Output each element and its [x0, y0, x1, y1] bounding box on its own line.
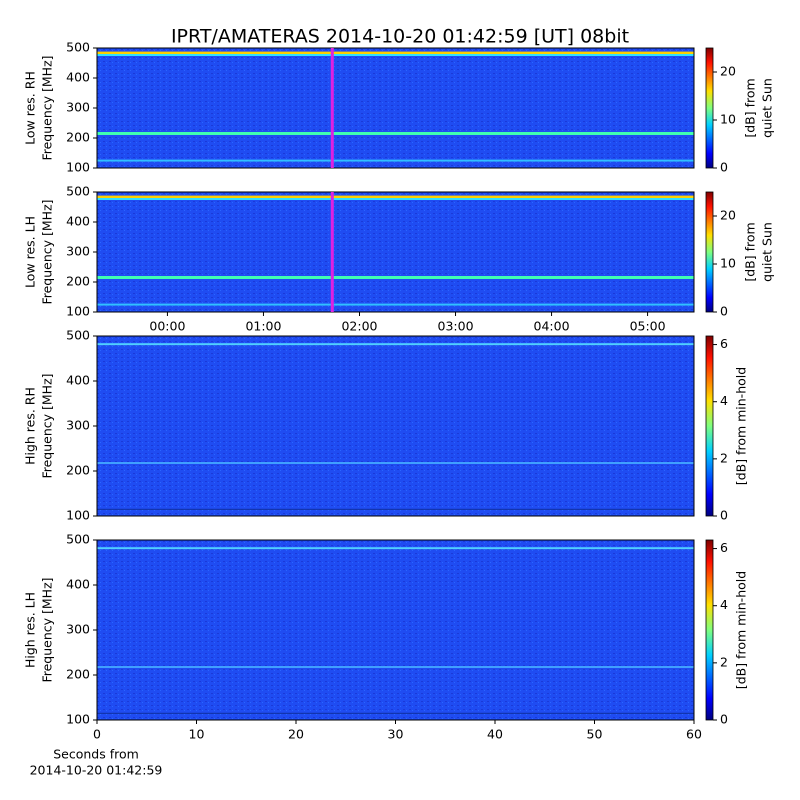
x-tick-label: 05:00 — [630, 319, 666, 334]
colorbar-label: [dB] from min-hold — [734, 571, 749, 689]
x-axis-label: 2014-10-20 01:42:59 — [30, 763, 163, 778]
colorbar — [705, 335, 714, 517]
band — [97, 666, 694, 668]
x-tick-label: 04:00 — [534, 319, 570, 334]
band — [97, 54, 694, 56]
spectrogram-image — [97, 192, 694, 312]
colorbar-tick-label: 0 — [720, 712, 728, 727]
y-tick-label: 100 — [66, 712, 90, 727]
x-tick-label: 00:00 — [149, 319, 185, 334]
colorbar-tick-label: 0 — [720, 508, 728, 523]
band — [97, 547, 694, 550]
y-tick-label: 400 — [66, 373, 90, 388]
y-tick-label: 400 — [66, 70, 90, 85]
colorbar-label: quiet Sun — [760, 222, 775, 282]
band — [97, 51, 694, 55]
band — [97, 712, 694, 714]
y-tick-label: 100 — [66, 508, 90, 523]
x-tick-label: 10 — [189, 727, 205, 742]
colorbar-tick-label: 10 — [720, 112, 736, 127]
colorbar-tick-label: 20 — [720, 208, 736, 223]
spectrogram-image — [97, 336, 694, 516]
y-tick-label: 300 — [66, 244, 90, 259]
y-tick-label: 500 — [66, 532, 90, 547]
y-tick-label: 500 — [66, 40, 90, 55]
x-tick-label: 02:00 — [341, 319, 377, 334]
y-tick-label: 300 — [66, 622, 90, 637]
colorbar-tick-label: 20 — [720, 64, 736, 79]
colorbar-label: [dB] from — [743, 222, 758, 281]
y-tick-label: 100 — [66, 304, 90, 319]
spectrogram-image — [97, 48, 694, 168]
y-tick-label: 500 — [66, 328, 90, 343]
y-axis-label: Frequency [MHz] — [40, 373, 55, 478]
x-axis-label: Seconds from — [53, 747, 139, 762]
colorbar-tick-label: 0 — [720, 160, 728, 175]
band — [97, 159, 694, 162]
y-axis-label: Frequency [MHz] — [40, 577, 55, 682]
colorbar — [705, 47, 714, 169]
band — [97, 343, 694, 346]
band — [97, 198, 694, 200]
y-tick-label: 200 — [66, 130, 90, 145]
colorbar — [705, 539, 714, 721]
y-tick-label: 200 — [66, 463, 90, 478]
y-tick-label: 400 — [66, 577, 90, 592]
title: IPRT/AMATERAS 2014-10-20 01:42:59 [UT] 0… — [171, 26, 629, 48]
x-tick-label: 50 — [587, 727, 603, 742]
colorbar — [705, 191, 714, 313]
y-tick-label: 500 — [66, 184, 90, 199]
band — [97, 462, 694, 464]
colorbar-tick-label: 2 — [720, 450, 728, 465]
y-axis-label: Frequency [MHz] — [40, 199, 55, 304]
x-tick-label: 40 — [487, 727, 503, 742]
x-tick-label: 30 — [388, 727, 404, 742]
y-axis-label: High res. RH — [23, 387, 38, 465]
x-tick-label: 01:00 — [245, 319, 281, 334]
colorbar-tick-label: 6 — [720, 540, 728, 555]
y-tick-label: 400 — [66, 214, 90, 229]
y-tick-label: 100 — [66, 160, 90, 175]
y-tick-label: 300 — [66, 100, 90, 115]
colorbar-label: quiet Sun — [760, 78, 775, 138]
band — [97, 276, 694, 279]
y-axis-label: Frequency [MHz] — [40, 55, 55, 160]
band — [97, 195, 694, 199]
band — [97, 132, 694, 135]
y-axis-label: Low res. LH — [23, 216, 38, 288]
y-axis-label: High res. LH — [23, 592, 38, 668]
y-tick-label: 200 — [66, 667, 90, 682]
spectrogram-image — [97, 540, 694, 720]
colorbar-tick-label: 0 — [720, 304, 728, 319]
x-tick-label: 03:00 — [438, 319, 474, 334]
colorbar-tick-label: 6 — [720, 336, 728, 351]
x-tick-label: 20 — [288, 727, 304, 742]
colorbar-label: [dB] from — [743, 78, 758, 137]
y-axis-label: Low res. RH — [23, 71, 38, 145]
colorbar-tick-label: 10 — [720, 256, 736, 271]
colorbar-label: [dB] from min-hold — [734, 367, 749, 485]
colorbar-tick-label: 4 — [720, 393, 728, 408]
x-tick-label: 0 — [93, 727, 101, 742]
x-tick-label: 60 — [686, 727, 702, 742]
y-tick-label: 300 — [66, 418, 90, 433]
y-tick-label: 200 — [66, 274, 90, 289]
colorbar-tick-label: 2 — [720, 654, 728, 669]
band — [97, 303, 694, 306]
band — [97, 508, 694, 510]
colorbar-tick-label: 4 — [720, 597, 728, 612]
